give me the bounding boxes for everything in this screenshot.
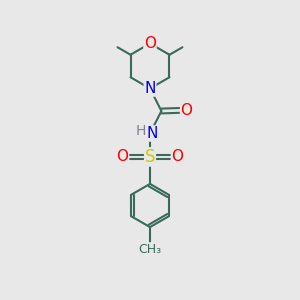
Text: N: N	[144, 81, 156, 96]
Text: N: N	[147, 126, 158, 141]
Text: H: H	[135, 124, 146, 138]
Text: O: O	[116, 149, 128, 164]
Text: O: O	[172, 149, 184, 164]
Text: CH₃: CH₃	[138, 243, 162, 256]
Text: S: S	[145, 148, 155, 166]
Text: O: O	[181, 103, 193, 118]
Text: O: O	[144, 36, 156, 51]
